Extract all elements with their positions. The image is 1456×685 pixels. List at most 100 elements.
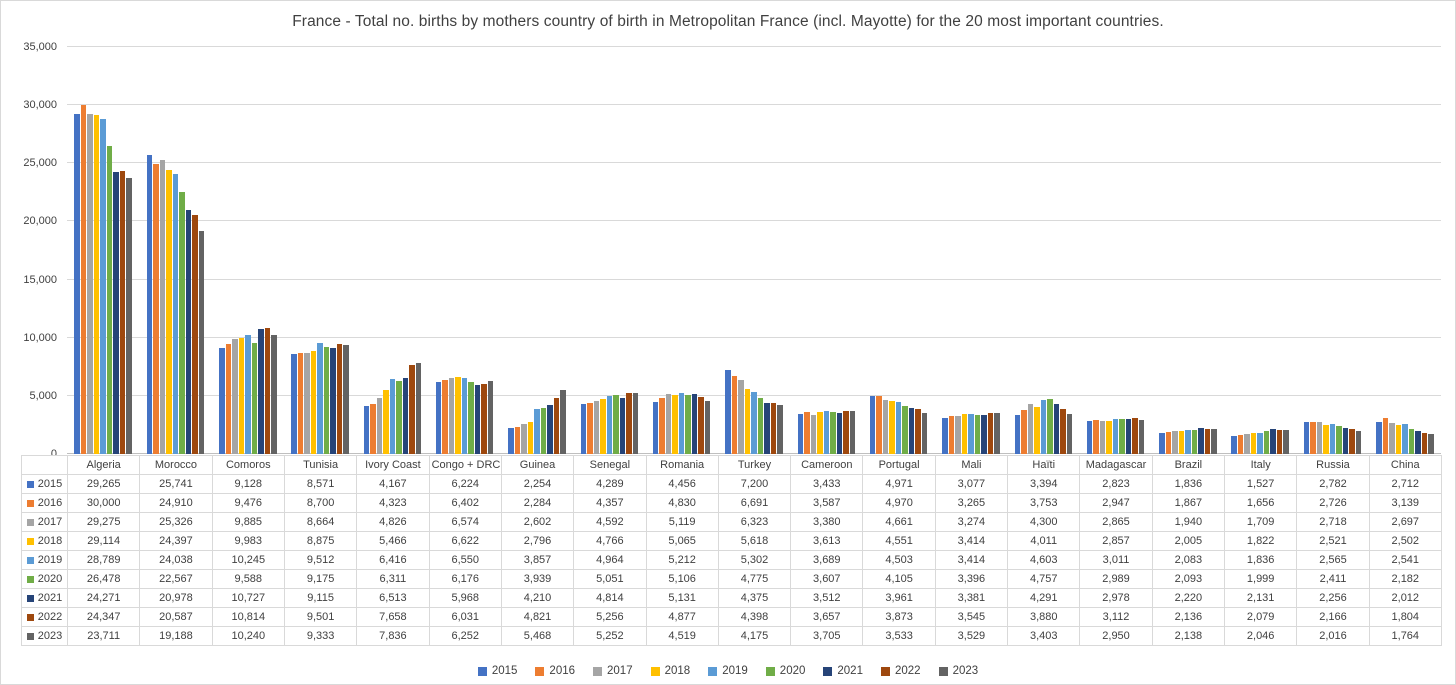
bar-group-senegal xyxy=(573,47,645,454)
table-header-cell: Congo + DRC xyxy=(428,455,502,475)
bar-2020 xyxy=(1191,429,1198,454)
bar-2021 xyxy=(764,403,770,454)
table-cell: 4,011 xyxy=(1007,531,1081,551)
bar-2023 xyxy=(1428,433,1434,454)
table-cell: 8,571 xyxy=(283,474,358,494)
gridline xyxy=(67,104,1441,106)
table-cell: 4,398 xyxy=(717,607,792,627)
table-cell: 2,166 xyxy=(1296,607,1370,627)
bar-2022 xyxy=(119,170,126,454)
bar-2018 xyxy=(1323,424,1329,454)
table-header-cell: Romania xyxy=(645,455,719,475)
legend-swatch xyxy=(650,666,660,676)
gridline xyxy=(67,220,1441,222)
table-cell: 6,402 xyxy=(428,493,502,513)
bar-2022 xyxy=(336,343,343,454)
bar-2019 xyxy=(823,411,830,454)
table-cell: 2,256 xyxy=(1296,588,1370,608)
table-cell: 2,411 xyxy=(1296,569,1370,589)
legend-item-2022: 2022 xyxy=(880,665,921,677)
bar-2023 xyxy=(777,405,783,454)
bar-2017 xyxy=(738,380,744,454)
bar-2019 xyxy=(461,377,468,454)
bar-2023 xyxy=(487,381,494,454)
legend-item-2015: 2015 xyxy=(477,665,517,677)
bar-2023 xyxy=(1066,414,1072,454)
legend-swatch xyxy=(938,666,948,676)
table-header-cell: Comoros xyxy=(211,455,285,475)
table-cell: 2,502 xyxy=(1368,531,1442,551)
table-header-cell: Morocco xyxy=(139,455,213,475)
bar-group-russia xyxy=(1296,47,1368,454)
legend-label: 2019 xyxy=(722,665,748,677)
table-cell: 7,658 xyxy=(356,607,430,627)
legend-item-2017: 2017 xyxy=(593,665,633,677)
legend-swatch xyxy=(708,666,718,676)
bar-2020 xyxy=(685,394,691,454)
bar-2021 xyxy=(691,394,698,454)
table-header-cell: Tunisia xyxy=(283,455,358,475)
bar-2020 xyxy=(974,414,981,454)
bar-2023 xyxy=(560,390,566,454)
bar-2016 xyxy=(153,164,159,454)
table-row-label: 2021 xyxy=(21,588,68,608)
bar-2018 xyxy=(961,414,968,454)
table-header-cell: Senegal xyxy=(573,455,647,475)
bar-2021 xyxy=(185,210,192,454)
bar-2023 xyxy=(632,392,639,454)
series-key-swatch xyxy=(26,499,34,507)
table-cell: 2,136 xyxy=(1151,607,1226,627)
bar-2023 xyxy=(343,345,349,454)
table-cell: 3,396 xyxy=(934,569,1009,589)
table-cell: 6,574 xyxy=(428,512,502,532)
bar-2022 xyxy=(770,402,777,454)
table-cell: 10,814 xyxy=(211,607,285,627)
table-cell: 5,256 xyxy=(573,607,647,627)
table-cell: 2,947 xyxy=(1079,493,1153,513)
bar-2018 xyxy=(527,421,534,454)
bar-2021 xyxy=(1415,430,1421,454)
table-cell: 4,105 xyxy=(862,569,936,589)
legend-label: 2020 xyxy=(779,665,806,677)
bar-group-algeria xyxy=(67,47,139,454)
bar-group-cameroon xyxy=(790,47,862,454)
bar-2018 xyxy=(238,337,245,454)
bar-2023 xyxy=(1355,430,1362,454)
table-cell: 6,323 xyxy=(717,512,792,532)
bar-2016 xyxy=(225,343,232,454)
table-cell: 5,051 xyxy=(573,569,647,589)
table-cell: 2,697 xyxy=(1368,512,1442,532)
bar-2018 xyxy=(1034,407,1040,454)
bar-group-mali xyxy=(935,47,1007,454)
bar-2016 xyxy=(1310,422,1316,454)
plot-area xyxy=(67,46,1441,454)
bar-2023 xyxy=(126,178,132,454)
bar-2015 xyxy=(797,414,804,454)
table-cell: 24,397 xyxy=(139,531,213,551)
y-axis-tick-label: 30,000 xyxy=(23,99,57,112)
table-cell: 3,512 xyxy=(790,588,864,608)
table-cell: 4,757 xyxy=(1007,569,1081,589)
bar-2015 xyxy=(219,347,225,454)
legend-label: 2016 xyxy=(549,665,576,677)
table-cell: 3,265 xyxy=(934,493,1009,513)
bar-2022 xyxy=(1204,429,1211,454)
table-row: 2020 26,478 22,567 9,588 9,175 6,311 6,176 3,93… xyxy=(21,569,1442,589)
series-key-swatch xyxy=(26,594,34,602)
bar-2021 xyxy=(981,414,987,454)
table-cell: 9,588 xyxy=(211,569,285,589)
y-axis-tick-label: 10,000 xyxy=(23,331,57,344)
bar-2015 xyxy=(1014,414,1020,454)
table-cell: 4,971 xyxy=(862,474,936,494)
table-cell: 9,175 xyxy=(283,569,358,589)
bar-2017 xyxy=(1244,434,1250,454)
bar-2022 xyxy=(481,383,487,454)
bar-2020 xyxy=(1408,428,1415,454)
bar-2019 xyxy=(317,343,323,454)
table-cell: 4,592 xyxy=(573,512,647,532)
bar-2019 xyxy=(1112,419,1119,454)
table-row: 2023 23,711 19,188 10,240 9,333 7,836 6,252 5,4… xyxy=(21,626,1442,646)
table-cell: 6,031 xyxy=(428,607,502,627)
bar-2020 xyxy=(323,347,330,454)
table-cell: 3,705 xyxy=(790,626,864,646)
